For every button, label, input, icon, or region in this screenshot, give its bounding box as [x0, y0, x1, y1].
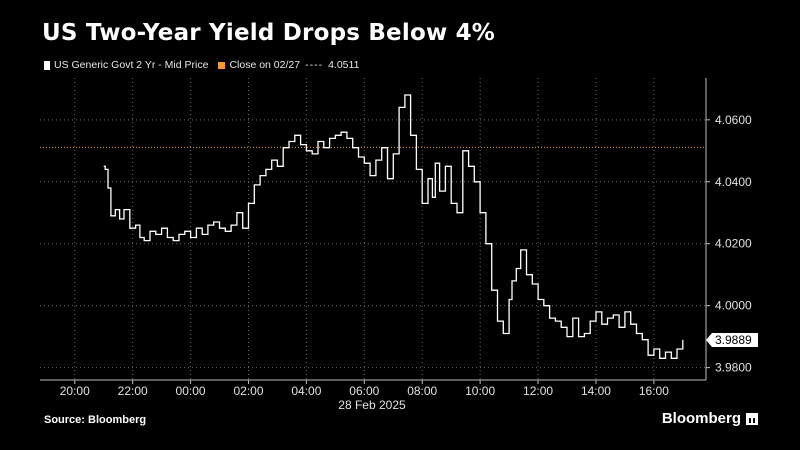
x-tick-label: 14:00 — [581, 384, 611, 398]
brand-name: Bloomberg — [661, 410, 741, 427]
y-tick-label: 4.0600 — [715, 113, 752, 127]
legend-reference-label: Close on 02/27 — [229, 59, 301, 71]
x-axis-ticks: 20:00 22:00 00:00 02:00 04:00 06:00 08:00 10:00… — [60, 380, 669, 398]
y-tick-label: 4.0000 — [715, 299, 752, 313]
x-tick-label: 06:00 — [349, 384, 379, 398]
source-note: Source: Bloomberg — [44, 414, 147, 426]
chart-gridlines — [40, 78, 706, 380]
legend-reference-dashes: ---- — [305, 59, 324, 71]
x-tick-label: 02:00 — [233, 384, 263, 398]
legend-swatch-series — [44, 60, 50, 70]
x-tick-label: 16:00 — [639, 384, 669, 398]
y-tick-label: 3.9800 — [715, 361, 752, 375]
legend-item-reference: Close on 02/27 ---- 4.0511 — [218, 59, 359, 71]
last-value-badge — [706, 333, 758, 348]
x-tick-label: 00:00 — [176, 384, 206, 398]
series-line — [103, 94, 684, 359]
x-tick-label: 22:00 — [118, 384, 148, 398]
legend-reference-value: 4.0511 — [328, 59, 360, 71]
x-tick-label: 08:00 — [407, 384, 437, 398]
y-tick-label: 4.0400 — [715, 175, 752, 189]
x-tick-label: 10:00 — [465, 384, 495, 398]
legend-swatch-reference — [218, 61, 226, 69]
last-value-group: 3.9889 — [706, 333, 758, 348]
legend-series-label: US Generic Govt 2 Yr - Mid Price — [54, 59, 209, 71]
y-tick-label: 4.0200 — [715, 237, 752, 251]
x-tick-label: 20:00 — [60, 384, 90, 398]
y-axis-ticks: 3.9800 4.0000 4.0200 4.0400 4.0600 — [706, 113, 752, 375]
last-value-label: 3.9889 — [715, 333, 752, 347]
brand-logo: Bloomberg — [662, 410, 758, 427]
x-axis-date-label: 28 Feb 2025 — [338, 398, 406, 412]
x-tick-label: 12:00 — [523, 384, 553, 398]
chart-legend: US Generic Govt 2 Yr - Mid Price Close o… — [44, 59, 369, 71]
x-tick-label: 04:00 — [291, 384, 321, 398]
chart-title: US Two-Year Yield Drops Below 4% — [42, 20, 496, 46]
bloomberg-logo-icon — [746, 412, 758, 425]
legend-item-series: US Generic Govt 2 Yr - Mid Price — [44, 59, 208, 71]
